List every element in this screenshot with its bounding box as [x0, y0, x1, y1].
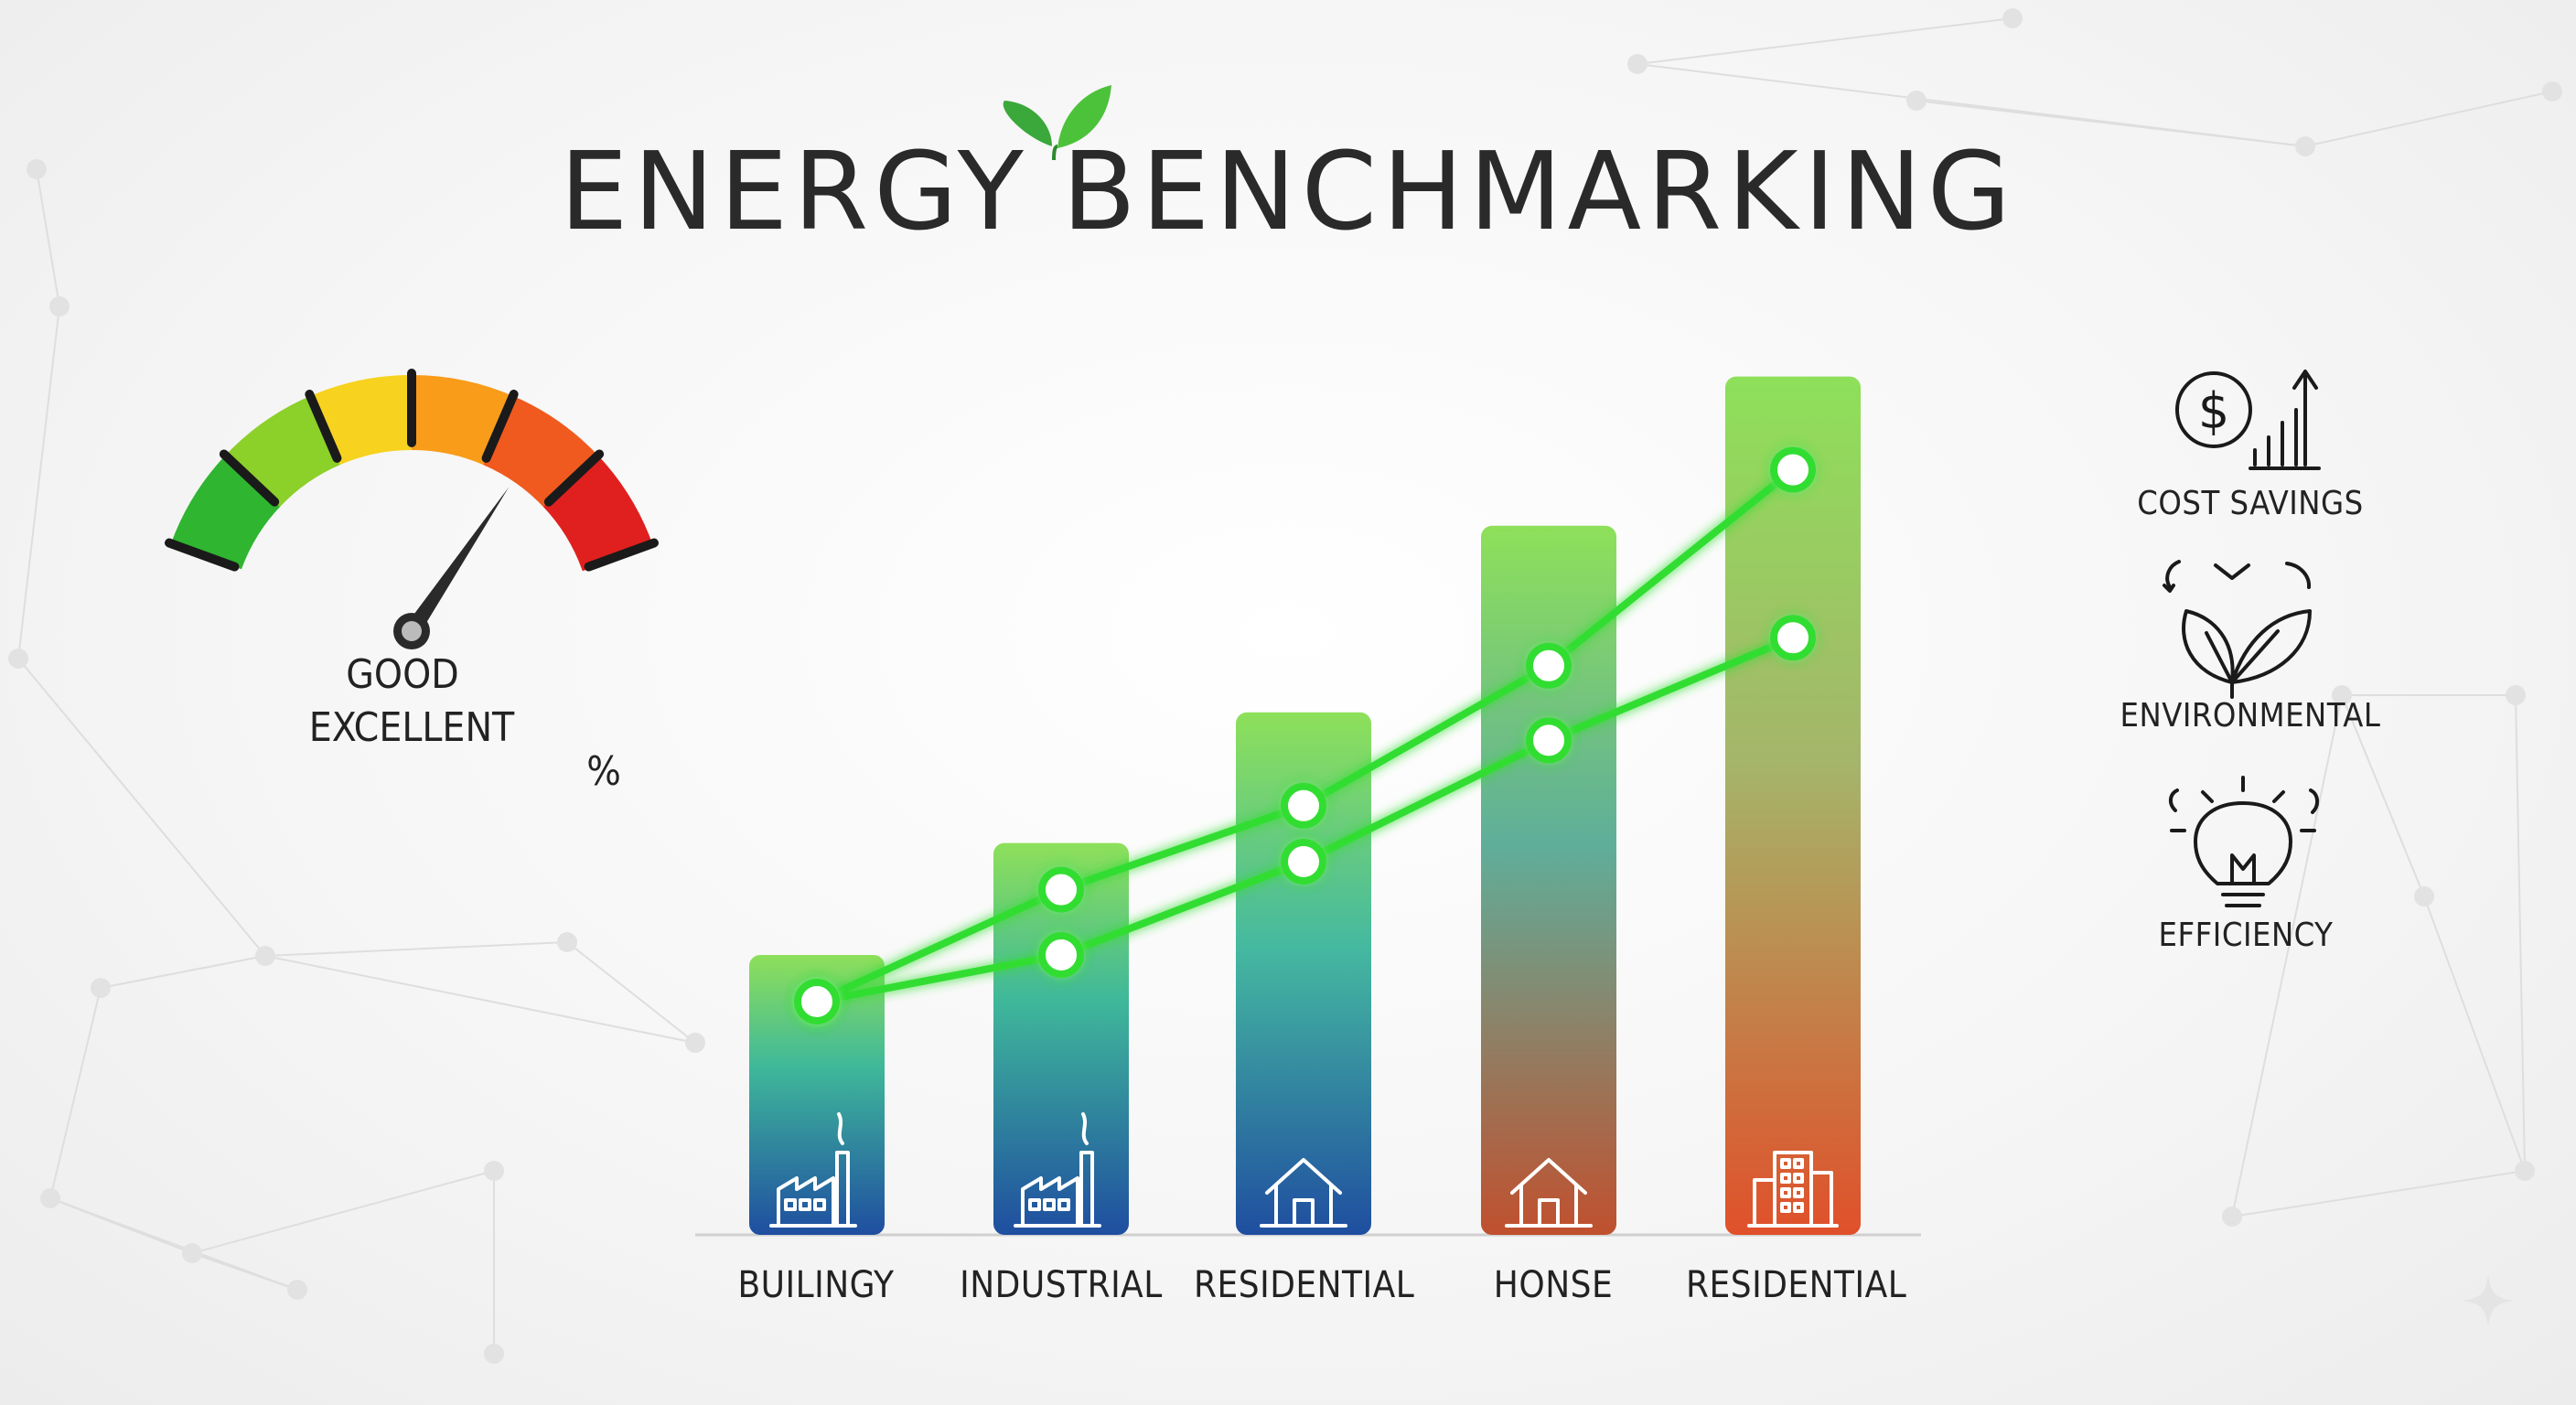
bar	[1481, 525, 1616, 1235]
network-link	[566, 941, 696, 1044]
leaf-cycle-icon	[2163, 560, 2312, 699]
bar	[1725, 376, 1861, 1236]
network-node	[2515, 1161, 2535, 1181]
network-node	[2506, 685, 2526, 705]
network-node	[49, 296, 70, 316]
gauge-needle	[404, 487, 510, 637]
series-point	[1038, 932, 1084, 978]
network-node	[2002, 8, 2023, 28]
network-link	[264, 955, 696, 1044]
series-point	[1281, 839, 1326, 885]
gauge-label-excellent: EXCELLENT	[308, 704, 515, 751]
network-node	[484, 1161, 504, 1181]
network-lines	[8, 8, 2562, 1364]
network-node	[2295, 136, 2315, 156]
series-point	[1770, 615, 1816, 661]
title-word-energy: ENERGY	[559, 128, 1029, 254]
series-point	[1526, 717, 1572, 764]
network-link	[100, 955, 266, 989]
network-node	[1627, 54, 1648, 74]
network-node	[685, 1033, 705, 1053]
network-link	[191, 1252, 298, 1291]
building-icon	[1747, 1151, 1839, 1228]
house-icon	[1260, 1158, 1347, 1228]
network-link	[2515, 694, 2526, 1172]
gauge-hub-center	[402, 621, 422, 641]
network-link	[1637, 63, 2306, 147]
series-point	[1281, 782, 1326, 829]
category-label: BUILINGY	[737, 1264, 895, 1306]
gauge-label-good: GOOD	[346, 651, 459, 698]
house-icon	[1505, 1158, 1593, 1228]
network-link	[1637, 17, 2013, 65]
series-point	[794, 979, 840, 1024]
dollar-growth-icon: $	[2175, 370, 2321, 470]
gauge-tick	[543, 449, 605, 507]
category-label: RESIDENTIAL	[1194, 1264, 1415, 1306]
lightbulb-icon	[2169, 776, 2319, 907]
network-node	[8, 649, 28, 669]
series-point	[1526, 642, 1572, 689]
network-link	[2231, 1170, 2526, 1217]
sparkle-icon	[2461, 1273, 2516, 1328]
gauge-tick	[305, 390, 342, 463]
category-label: RESIDENTIAL	[1686, 1264, 1907, 1306]
performance-gauge	[165, 369, 659, 649]
network-link	[2231, 694, 2343, 1217]
gauge-tick	[219, 449, 280, 507]
category-label: INDUSTRIAL	[960, 1264, 1163, 1306]
svg-text:$: $	[2198, 382, 2229, 440]
gauge-unit-percent: %	[586, 748, 621, 795]
network-link	[2423, 896, 2526, 1172]
page-title: ENERGY BENCHMARKING	[0, 128, 2576, 254]
network-link	[264, 941, 568, 957]
series-point	[1770, 446, 1816, 493]
gauge-tick	[584, 538, 659, 572]
gauge-segment	[310, 374, 414, 466]
network-node	[1906, 91, 1927, 111]
network-link	[49, 987, 102, 1199]
network-node	[484, 1344, 504, 1364]
network-node	[255, 946, 275, 966]
gauge-tick	[165, 538, 240, 572]
network-node	[2542, 81, 2562, 102]
network-link	[49, 1197, 193, 1254]
side-label-environmental: ENVIRONMENTAL	[2120, 697, 2381, 735]
leaf-logo-icon	[1003, 85, 1111, 161]
series-point	[1038, 866, 1084, 913]
network-node	[2222, 1207, 2242, 1227]
network-node	[287, 1280, 307, 1300]
category-label: HONSE	[1493, 1264, 1614, 1306]
network-link	[2304, 91, 2553, 147]
bar	[749, 955, 885, 1235]
side-label-efficiency: EFFICIENCY	[2158, 917, 2334, 954]
title-word-benchmarking: BENCHMARKING	[1061, 128, 2017, 254]
network-node	[2332, 685, 2352, 705]
network-node	[27, 159, 47, 179]
network-link	[36, 168, 60, 307]
network-node	[557, 932, 577, 952]
gauge-tick	[481, 390, 519, 463]
network-node	[182, 1243, 202, 1263]
benchmark-chart	[695, 376, 1921, 1237]
network-link	[17, 306, 60, 660]
network-node	[2414, 886, 2434, 906]
network-link	[17, 658, 266, 957]
network-link	[2341, 694, 2425, 897]
network-node	[91, 978, 111, 998]
side-label-cost-savings: COST SAVINGS	[2137, 485, 2364, 522]
network-link	[191, 1170, 495, 1254]
factory-icon	[769, 1112, 857, 1228]
factory-icon	[1014, 1112, 1101, 1228]
network-node	[40, 1188, 60, 1208]
